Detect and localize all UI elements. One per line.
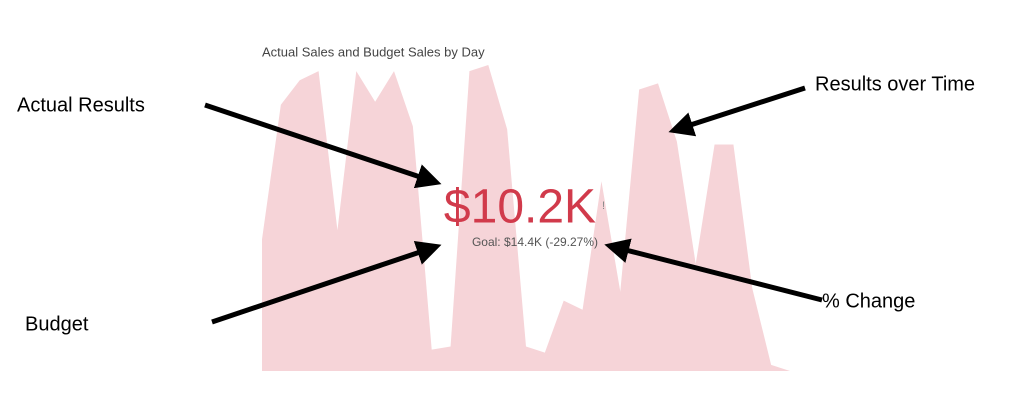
annotation: Results over Time [815,73,975,95]
chart-title: Actual Sales and Budget Sales by Day [262,44,485,59]
area [262,65,790,371]
arrow [204,102,442,189]
plot [262,65,790,371]
arrow [668,85,806,137]
kpi-goal: Goal: $14.4K (-29.27%) [472,235,598,249]
annotation: % Change [822,290,915,312]
kpi-value: $10.2K [444,181,596,234]
arrow [604,238,823,303]
warning-icon: ! [602,200,605,212]
annotation: Actual Results [17,94,145,116]
arrow [211,240,442,325]
annotation: Budget [25,313,89,335]
